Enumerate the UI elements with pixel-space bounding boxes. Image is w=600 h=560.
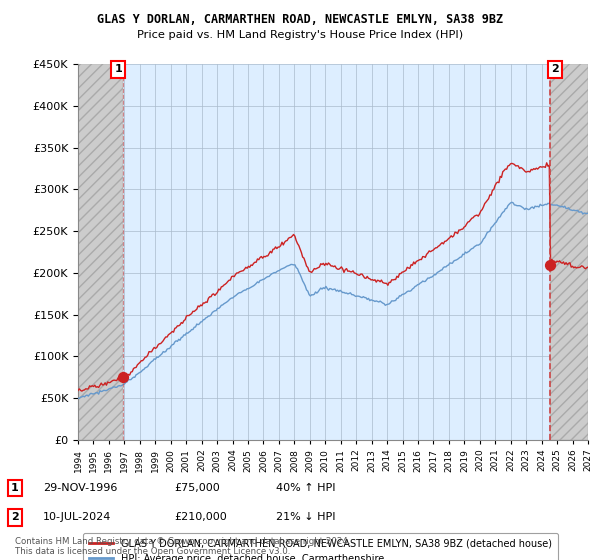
Text: 1: 1 — [115, 64, 122, 74]
Legend: GLAS Y DORLAN, CARMARTHEN ROAD, NEWCASTLE EMLYN, SA38 9BZ (detached house), HPI:: GLAS Y DORLAN, CARMARTHEN ROAD, NEWCASTL… — [83, 533, 557, 560]
Text: 40% ↑ HPI: 40% ↑ HPI — [276, 483, 335, 493]
Text: Contains HM Land Registry data © Crown copyright and database right 2024.
This d: Contains HM Land Registry data © Crown c… — [15, 536, 350, 556]
Text: 1: 1 — [11, 483, 19, 493]
Point — [545, 260, 555, 269]
Point — [118, 372, 128, 381]
Text: Price paid vs. HM Land Registry's House Price Index (HPI): Price paid vs. HM Land Registry's House … — [137, 30, 463, 40]
Text: 2: 2 — [551, 64, 559, 74]
Text: 2: 2 — [11, 512, 19, 522]
Text: £75,000: £75,000 — [174, 483, 220, 493]
Bar — [78, 64, 123, 440]
Text: 10-JUL-2024: 10-JUL-2024 — [43, 512, 112, 522]
Text: £210,000: £210,000 — [174, 512, 227, 522]
Text: 29-NOV-1996: 29-NOV-1996 — [43, 483, 118, 493]
Text: GLAS Y DORLAN, CARMARTHEN ROAD, NEWCASTLE EMLYN, SA38 9BZ: GLAS Y DORLAN, CARMARTHEN ROAD, NEWCASTL… — [97, 13, 503, 26]
Bar — [550, 64, 588, 440]
Text: 21% ↓ HPI: 21% ↓ HPI — [276, 512, 335, 522]
